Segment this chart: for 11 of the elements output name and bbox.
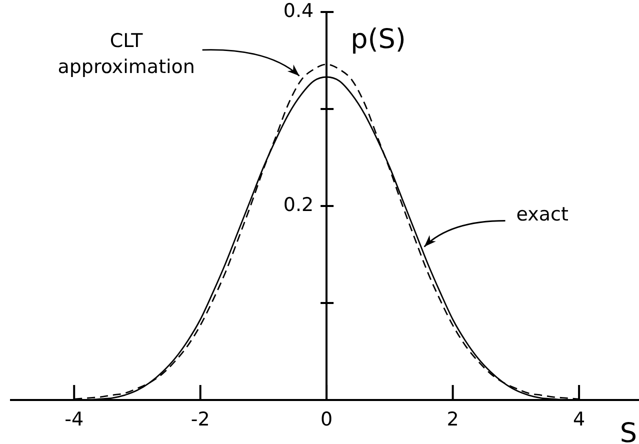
y-tick-label: 0.4 (283, 0, 314, 22)
x-tick-label: 0 (320, 408, 333, 430)
y-tick-label: 0.2 (283, 194, 314, 216)
y-axis-title: p(S) (350, 24, 406, 55)
x-tick-label: -2 (190, 408, 210, 430)
annotation: exact (516, 204, 568, 226)
x-tick-label: -4 (64, 408, 84, 430)
x-tick-label: 4 (572, 408, 586, 430)
annotation: CLT approximation (58, 30, 195, 78)
x-tick-label: 2 (446, 408, 459, 430)
x-axis-title: S (620, 418, 637, 444)
